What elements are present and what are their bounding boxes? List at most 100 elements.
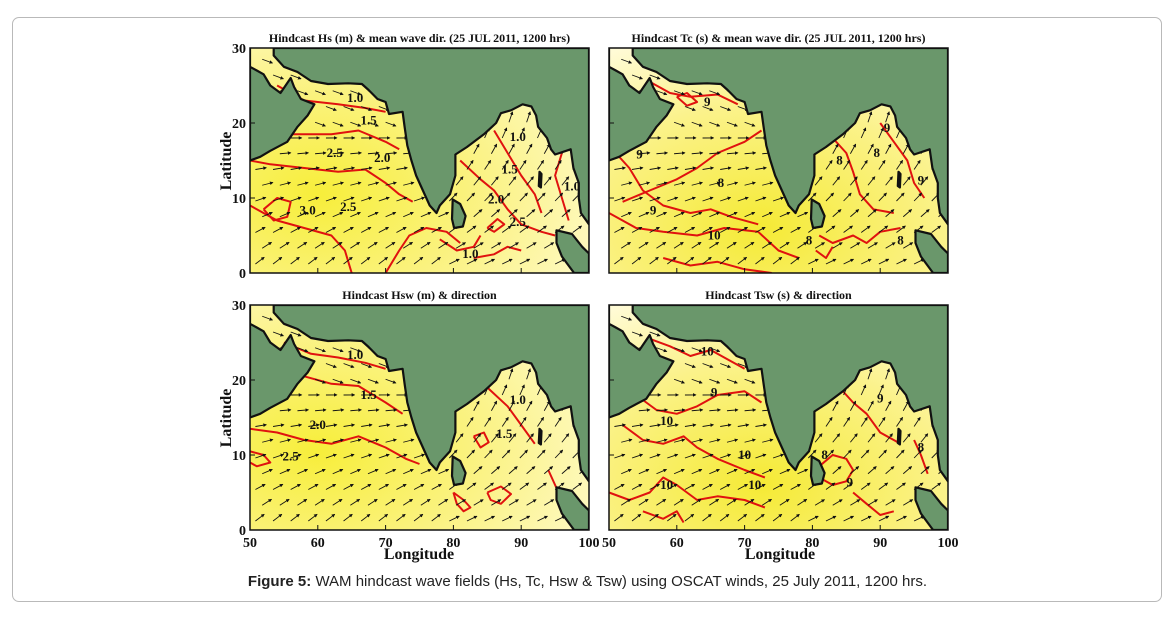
wave-direction-arrow xyxy=(878,225,889,233)
wave-direction-arrow xyxy=(720,106,732,111)
wave-direction-arrow xyxy=(656,347,668,353)
wave-direction-arrow xyxy=(885,433,893,443)
wave-direction-arrow xyxy=(526,400,533,411)
wave-direction-arrow xyxy=(885,242,896,249)
wave-direction-arrow xyxy=(744,438,756,443)
wave-direction-arrow xyxy=(508,433,517,443)
contour-line xyxy=(852,491,895,516)
wave-direction-arrow xyxy=(902,209,913,218)
wave-direction-arrow xyxy=(501,449,511,459)
wave-direction-arrow xyxy=(332,408,345,412)
wave-direction-arrow xyxy=(737,166,750,170)
wave-direction-arrow xyxy=(537,482,547,490)
wave-direction-arrow xyxy=(825,416,833,427)
wave-direction-arrow xyxy=(762,438,774,443)
panel-title: Hindcast Hsw (m) & direction xyxy=(342,288,497,302)
wave-direction-arrow xyxy=(744,151,757,155)
wave-direction-arrow xyxy=(361,363,373,368)
wave-direction-arrow xyxy=(491,466,501,475)
wave-direction-arrow xyxy=(279,151,292,155)
wave-direction-arrow xyxy=(413,196,426,202)
wave-direction-arrow xyxy=(314,347,326,353)
wave-direction-arrow xyxy=(526,466,536,475)
wave-direction-arrow xyxy=(519,482,530,490)
wave-direction-arrow xyxy=(631,483,643,490)
wave-direction-arrow xyxy=(667,226,678,233)
contour-line xyxy=(486,218,506,233)
wave-direction-arrow xyxy=(325,483,337,490)
wave-direction-arrow xyxy=(631,513,642,522)
wave-direction-arrow xyxy=(290,166,303,170)
wave-direction-arrow xyxy=(621,315,633,321)
wave-direction-arrow xyxy=(378,256,389,265)
wave-direction-arrow xyxy=(667,513,677,522)
wave-direction-arrow xyxy=(903,499,914,506)
wave-direction-arrow xyxy=(262,58,274,64)
wave-direction-arrow xyxy=(350,438,362,443)
wave-direction-arrow xyxy=(261,241,273,249)
wave-direction-arrow xyxy=(649,331,661,337)
wave-direction-arrow xyxy=(913,416,921,427)
wave-direction-arrow xyxy=(537,225,547,233)
land-indian-subcontinent xyxy=(272,305,589,483)
wave-direction-arrow xyxy=(709,181,721,186)
wave-direction-arrow xyxy=(438,498,449,506)
wave-direction-arrow xyxy=(378,513,389,522)
wave-direction-arrow xyxy=(272,256,283,265)
wave-direction-arrow xyxy=(614,423,626,427)
wave-direction-arrow xyxy=(361,166,373,170)
wave-direction-arrow xyxy=(466,225,477,233)
wave-direction-arrow xyxy=(508,466,518,475)
wave-direction-arrow xyxy=(501,416,509,427)
wave-direction-arrow xyxy=(878,384,884,396)
wave-direction-arrow xyxy=(814,242,826,249)
wave-direction-arrow xyxy=(772,513,783,522)
wave-direction-arrow xyxy=(449,515,460,522)
wave-direction-arrow xyxy=(867,433,876,443)
wave-direction-arrow xyxy=(790,226,801,233)
wave-direction-arrow xyxy=(656,151,668,155)
wave-direction-arrow xyxy=(290,423,303,427)
wave-direction-arrow xyxy=(631,423,644,427)
land-arabia xyxy=(609,305,675,419)
wave-direction-arrow xyxy=(638,211,650,218)
wave-direction-arrow xyxy=(737,453,749,459)
contour-label: 1.0 xyxy=(510,392,526,407)
wave-direction-arrow xyxy=(850,466,860,475)
wave-direction-arrow xyxy=(314,438,327,443)
wave-direction-arrow xyxy=(473,466,483,475)
wave-direction-arrow xyxy=(554,449,564,459)
wave-direction-arrow xyxy=(367,121,379,127)
wave-direction-arrow xyxy=(501,127,508,139)
wave-direction-arrow xyxy=(501,482,512,490)
panel-title: Hindcast Tsw (s) & direction xyxy=(705,288,852,302)
land-arabia xyxy=(609,48,675,162)
wave-direction-arrow xyxy=(350,181,362,186)
wave-direction-arrow xyxy=(350,408,362,412)
wave-direction-arrow xyxy=(491,176,499,186)
wave-direction-arrow xyxy=(255,166,267,170)
wave-direction-arrow xyxy=(719,256,730,265)
wave-direction-arrow xyxy=(325,363,337,368)
wave-direction-arrow xyxy=(797,468,809,475)
wave-direction-arrow xyxy=(867,143,874,154)
wave-direction-arrow xyxy=(814,499,826,506)
wave-direction-arrow xyxy=(620,498,632,506)
wave-direction-arrow xyxy=(403,211,414,218)
wave-direction-arrow xyxy=(737,256,748,265)
wave-direction-arrow xyxy=(526,111,531,123)
wave-direction-arrow xyxy=(878,515,890,522)
contour-line xyxy=(913,439,929,475)
wave-direction-arrow xyxy=(832,242,843,249)
wave-direction-arrow xyxy=(343,483,354,490)
wave-direction-arrow xyxy=(431,513,441,522)
panels-group: 1.0 1.5 2.5 2.0 3.0 2.5 1.0 1.5 2.0 2.5 1.0 1.0 Hind… xyxy=(232,31,959,551)
land-sumatra xyxy=(914,486,948,530)
wave-direction-arrow xyxy=(737,483,749,490)
contour-line xyxy=(452,491,472,513)
wave-direction-arrow xyxy=(673,378,685,384)
wave-direction-arrow xyxy=(466,159,474,170)
wave-direction-arrow xyxy=(896,515,907,522)
wave-direction-arrow xyxy=(325,256,336,265)
wave-direction-arrow xyxy=(508,400,515,411)
